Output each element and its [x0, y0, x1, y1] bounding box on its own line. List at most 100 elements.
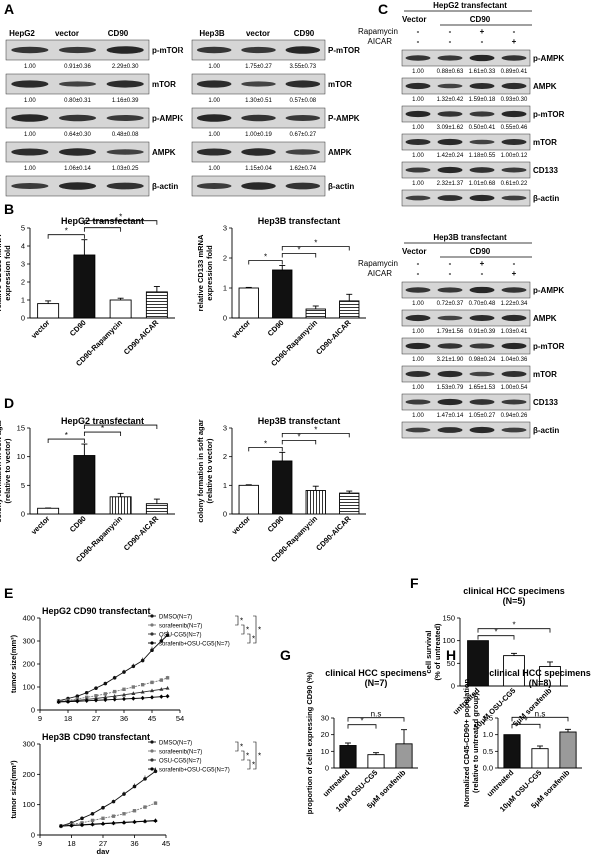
- blot-ct-2-band: [501, 110, 527, 118]
- quant-cb-0-0: 1.00: [412, 301, 424, 307]
- y-tick-label: 200: [22, 660, 35, 669]
- chart-D1: HepG2 transfectant 0 5 10 15 colony formation…: [0, 416, 175, 564]
- y-axis-label: tumor size(mm³): [9, 634, 18, 693]
- chart-title: HepG2 CD90 transfectant: [42, 606, 151, 616]
- category-label: CD90-AICAR: [314, 514, 353, 553]
- point: [131, 664, 136, 669]
- quant-cb-2-2: 0.98±0.24: [469, 357, 496, 363]
- blot-label-ct-0: p-AMPK: [533, 54, 564, 63]
- sig-label: *: [314, 239, 317, 248]
- x-tick-label: 18: [64, 714, 72, 723]
- sig-bracket: [83, 220, 158, 225]
- chart-D2: Hep3B transfectant 0 1 2 3 colony formation i…: [196, 416, 366, 564]
- sig-bracket: [248, 260, 283, 265]
- quant-ct-2-0: 1.00: [412, 125, 424, 131]
- quant-cb-2-1: 3.21±1.90: [437, 357, 464, 363]
- blot-ct-2-band: [405, 110, 431, 118]
- blot-label-ar-2: P-AMPK: [328, 114, 360, 123]
- legend-marker: [150, 641, 154, 645]
- bar: [109, 299, 132, 319]
- blot-ar-4-band: [196, 183, 232, 189]
- blot-ar-3-band: [285, 149, 321, 155]
- blot-ct-4-band: [405, 167, 431, 173]
- blot-label-ar-1: mTOR: [328, 80, 352, 89]
- c-aicar-b: AICAR: [368, 269, 393, 278]
- x-tick-label: 36: [130, 839, 138, 848]
- sig-label: *: [512, 621, 515, 630]
- y-tick-label: 0: [31, 831, 35, 840]
- quant-ar-3-0: 1.00: [208, 166, 220, 172]
- blot-cb-2-strip: [401, 337, 531, 355]
- quant-al-2-1: 0.64±0.30: [64, 132, 91, 138]
- quant-al-2-2: 0.48±0.08: [112, 132, 139, 138]
- blot-ar-0-band: [241, 46, 276, 54]
- blot-ar-3-band: [241, 148, 276, 156]
- blot-cb-4-band: [405, 399, 431, 405]
- sig-label: *: [101, 424, 104, 433]
- y-axis-label: colony formation in soft agar(relative t…: [196, 419, 214, 522]
- sig-bracket: [477, 635, 515, 640]
- sig-label: *: [494, 628, 497, 637]
- blot-ct-5-band: [437, 195, 463, 201]
- c-title-t: HepG2 transfectant: [433, 1, 507, 10]
- blot-cb-3-band: [405, 371, 431, 377]
- point: [94, 698, 98, 703]
- category-label: CD90: [68, 318, 88, 338]
- legend-label: OSU-CG5(N=7): [159, 759, 202, 765]
- blot-cb-0-band: [405, 287, 431, 293]
- point: [140, 658, 145, 663]
- point: [150, 695, 154, 700]
- point: [101, 805, 105, 810]
- chart-title: clinical HCC specimens: [325, 668, 427, 678]
- legend-bracket: [253, 615, 257, 644]
- point: [143, 777, 147, 781]
- blot-al-2-band: [58, 114, 97, 122]
- chart-title: Hep3B transfectant: [258, 416, 341, 426]
- legend-sig: *: [246, 752, 249, 761]
- point: [153, 801, 158, 805]
- blot-ct-3-band: [469, 139, 495, 145]
- y-axis-label: proportion of cells expressing CD90 (%): [305, 671, 314, 814]
- blot-label-ct-2: p-mTOR: [533, 110, 565, 119]
- point: [159, 694, 164, 699]
- blot-label-cb-3: mTOR: [533, 370, 557, 379]
- blot-al-0-band: [106, 46, 144, 54]
- y-tick-label: 0.5: [483, 747, 493, 756]
- sig-bracket: [347, 717, 405, 722]
- blot-cb-5-band: [405, 427, 431, 433]
- y-tick-label: 0: [21, 510, 25, 519]
- blot-al-2-band: [11, 114, 49, 122]
- blot-cb-0-band: [437, 287, 463, 293]
- point: [80, 816, 84, 821]
- quant-ct-3-2: 1.18±0.55: [469, 153, 496, 159]
- x-tick-label: 45: [162, 839, 170, 848]
- blot-ct-0-band: [405, 55, 431, 61]
- point: [140, 689, 145, 694]
- sig-bracket: [281, 432, 350, 438]
- panel-label-A: A: [4, 1, 14, 17]
- blot-label-ar-3: AMPK: [328, 148, 352, 157]
- blot-cb-1-band: [437, 315, 463, 321]
- blot-cb-1-band: [501, 314, 527, 322]
- legend-label: DMSO(N=7): [159, 741, 192, 747]
- blot-ct-0-band: [501, 55, 527, 61]
- sig-label: *: [264, 439, 267, 448]
- y-tick-label: 400: [22, 614, 35, 623]
- blot-ct-4-strip: [401, 161, 531, 179]
- blot-cb-4-band: [501, 399, 527, 405]
- blot-al-0-band: [11, 46, 49, 54]
- sig-label: *: [360, 717, 363, 726]
- quant-ar-1-0: 1.00: [208, 98, 220, 104]
- point: [159, 687, 164, 691]
- blot-al-3-band: [11, 148, 49, 156]
- sig-bracket: [248, 446, 283, 452]
- point: [103, 692, 108, 696]
- quant-ar-3-2: 1.62±0.74: [290, 166, 317, 172]
- quant-al-0-1: 0.91±0.36: [64, 64, 91, 70]
- blot-cb-1-strip: [401, 309, 531, 327]
- panel-label-H: H: [446, 647, 456, 663]
- blot-cb-0-band: [469, 286, 495, 294]
- y-tick-label: 2: [223, 254, 227, 263]
- blot-cb-3-band: [501, 371, 527, 377]
- c-aicar-t: AICAR: [368, 37, 393, 46]
